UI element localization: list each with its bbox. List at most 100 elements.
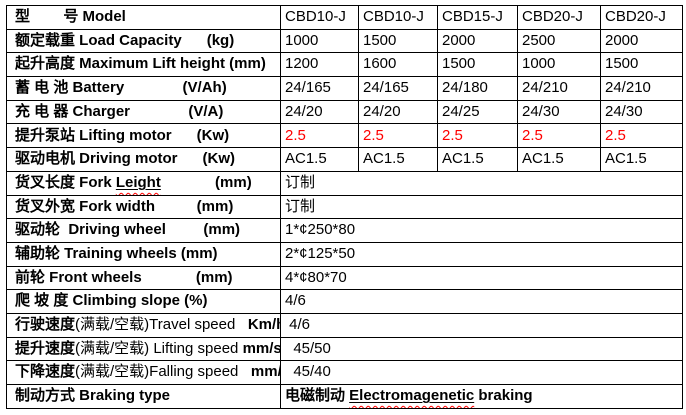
label-segment: 货叉长度 Fork <box>15 173 116 191</box>
row-label: 提升速度(满载/空载) Lifting speed mm/s <box>6 336 281 362</box>
row-label: 驱动电机 Driving motor (Kw) <box>6 147 281 172</box>
spec-row: 充 电 器 Charger (V/A) 24/20 24/20 24/25 24/30 2… <box>6 99 683 125</box>
row-value: 24/210 <box>600 76 683 101</box>
row-label: 辅助轮 Training wheels (mm) <box>6 241 281 267</box>
row-value-merged: 订制 <box>280 194 683 220</box>
row-value: CBD15-J <box>437 5 518 30</box>
row-value: 1600 <box>358 52 438 78</box>
label-segment: (满载/空载) Lifting speed <box>75 339 243 357</box>
spec-table: 型 号 Model CBD10-J CBD10-J CBD15-J CBD20-J CBD… <box>6 5 683 409</box>
label-segment: mm/s <box>242 339 281 357</box>
row-value: 2.5 <box>280 123 359 149</box>
misspelled-word: Leight <box>116 174 161 191</box>
label-segment: 提升速度 <box>15 339 76 357</box>
row-value: CBD10-J <box>280 5 359 30</box>
row-label: 爬 坡 度 Climbing slope (%) <box>6 289 281 314</box>
value-segment: 4/6 <box>285 292 306 310</box>
label-segment: 充 电 器 Charger (V/A) <box>15 102 224 120</box>
label-segment: 前轮 Front wheels (mm) <box>15 268 233 286</box>
label-segment: 额定载重 Load Capacity (kg) <box>15 31 235 49</box>
row-label: 货叉长度 Fork Leight (mm) <box>6 170 281 196</box>
value-segment: 电磁制动 <box>285 387 350 405</box>
value-segment: 2*¢125*50 <box>285 244 356 262</box>
row-value: CBD20-J <box>517 5 601 30</box>
label-segment: Km/h <box>235 316 281 334</box>
row-value: 2.5 <box>358 123 438 149</box>
row-value-merged: 45/50 <box>280 336 683 362</box>
value-segment: 45/50 <box>285 339 331 357</box>
row-label: 充 电 器 Charger (V/A) <box>6 99 281 125</box>
value-segment: 4*¢80*70 <box>285 268 347 286</box>
misspelled-word: Electromagenetic <box>349 387 474 404</box>
row-value: 24/30 <box>517 99 601 125</box>
row-label: 提升泵站 Lifting motor (Kw) <box>6 123 281 149</box>
spec-row: 型 号 Model CBD10-J CBD10-J CBD15-J CBD20-J CBD… <box>6 5 683 30</box>
spec-row: 驱动电机 Driving motor (Kw) AC1.5 AC1.5 AC1.5 AC… <box>6 147 683 172</box>
row-value: 2.5 <box>437 123 518 149</box>
label-segment: (满载/空载)Falling speed <box>75 363 239 381</box>
row-value-merged: 4/6 <box>280 312 683 338</box>
label-segment: (mm) <box>160 173 252 191</box>
value-segment: 45/40 <box>285 363 331 381</box>
row-label: 货叉外宽 Fork width (mm) <box>6 194 281 220</box>
row-value: 24/25 <box>437 99 518 125</box>
row-label: 蓄 电 池 Battery (V/Ah) <box>6 76 281 101</box>
row-value: 2500 <box>517 28 601 54</box>
row-value: 1500 <box>437 52 518 78</box>
value-segment: braking <box>474 387 533 405</box>
row-value: 24/30 <box>600 99 683 125</box>
spec-row: 蓄 电 池 Battery (V/Ah) 24/165 24/165 24/180 24… <box>6 76 683 101</box>
row-value: 24/20 <box>280 99 359 125</box>
row-value-merged: 1*¢250*80 <box>280 218 683 243</box>
spec-row: 驱动轮 Driving wheel (mm) 1*¢250*80 <box>6 218 683 243</box>
row-value-merged: 45/40 <box>280 360 683 385</box>
label-segment: 货叉外宽 Fork width (mm) <box>15 197 234 215</box>
row-value-merged: 电磁制动 Electromagenetic braking <box>280 384 683 409</box>
row-label: 额定载重 Load Capacity (kg) <box>6 28 281 54</box>
row-label: 型 号 Model <box>6 5 281 30</box>
row-value: 24/210 <box>517 76 601 101</box>
row-value: AC1.5 <box>600 147 683 172</box>
value-segment: 4/6 <box>285 316 311 334</box>
row-value: 24/20 <box>358 99 438 125</box>
label-segment: 型 号 Model <box>15 8 126 26</box>
spec-row: 行驶速度(满载/空载)Travel speed Km/h 4/6 <box>6 312 683 338</box>
row-value: 24/180 <box>437 76 518 101</box>
label-segment: 行驶速度 <box>15 316 76 334</box>
label-segment: 蓄 电 池 Battery (V/Ah) <box>15 79 227 97</box>
spec-row: 爬 坡 度 Climbing slope (%) 4/6 <box>6 289 683 314</box>
row-value: 2000 <box>437 28 518 54</box>
spec-row: 提升泵站 Lifting motor (Kw) 2.5 2.5 2.5 2.5 2.5 <box>6 123 683 149</box>
row-value: 1500 <box>600 52 683 78</box>
spec-row: 制动方式 Braking type 电磁制动 Electromagenetic b… <box>6 384 683 409</box>
label-segment: mm/s <box>250 363 280 381</box>
spec-row: 额定载重 Load Capacity (kg) 1000 1500 2000 2500 2… <box>6 28 683 54</box>
label-segment: 制动方式 Braking type <box>15 387 171 405</box>
spec-row: 前轮 Front wheels (mm) 4*¢80*70 <box>6 265 683 291</box>
row-value: AC1.5 <box>517 147 601 172</box>
row-value-merged: 订制 <box>280 170 683 196</box>
misspelled-word-text: Leight <box>115 173 161 191</box>
row-value: CBD20-J <box>600 5 683 30</box>
row-value: 2000 <box>600 28 683 54</box>
value-segment: 订制 <box>285 197 316 215</box>
label-segment: 爬 坡 度 Climbing slope (%) <box>15 292 208 310</box>
row-value: AC1.5 <box>358 147 438 172</box>
spec-row: 提升速度(满载/空载) Lifting speed mm/s 45/50 <box>6 336 683 362</box>
value-segment: 1*¢250*80 <box>285 221 356 239</box>
row-label: 前轮 Front wheels (mm) <box>6 265 281 291</box>
row-value: AC1.5 <box>437 147 518 172</box>
spec-row: 货叉长度 Fork Leight (mm) 订制 <box>6 170 683 196</box>
value-segment: 订制 <box>285 173 316 191</box>
row-value-merged: 2*¢125*50 <box>280 241 683 267</box>
row-value: 2.5 <box>517 123 601 149</box>
row-value-merged: 4*¢80*70 <box>280 265 683 291</box>
row-label: 起升高度 Maximum Lift height (mm) <box>6 52 281 78</box>
spec-row: 起升高度 Maximum Lift height (mm) 1200 1600 150… <box>6 52 683 78</box>
row-value: 1000 <box>280 28 359 54</box>
row-label: 制动方式 Braking type <box>6 384 281 409</box>
spec-row: 辅助轮 Training wheels (mm) 2*¢125*50 <box>6 241 683 267</box>
row-value: 24/165 <box>280 76 359 101</box>
row-label: 下降速度(满载/空载)Falling speed mm/s <box>6 360 281 385</box>
spec-row: 货叉外宽 Fork width (mm) 订制 <box>6 194 683 220</box>
